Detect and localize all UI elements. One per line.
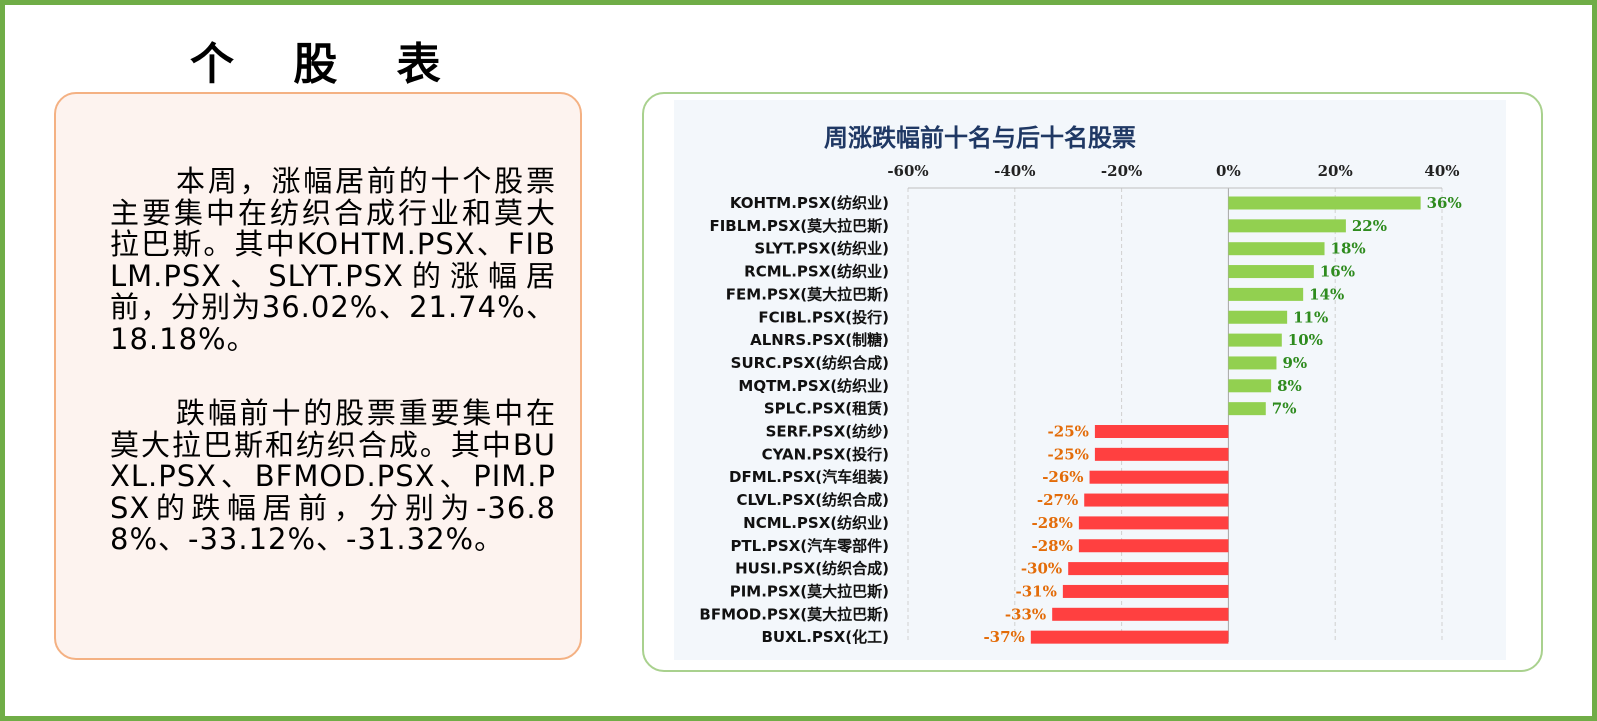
bar xyxy=(1078,516,1229,530)
summary-card: 本周，涨幅居前的十个股票主要集中在纺织合成行业和莫大拉巴斯。其中KOHTM.PS… xyxy=(54,92,582,660)
category-label: SPLC.PSX(租赁) xyxy=(764,400,889,418)
bar xyxy=(1094,447,1229,461)
data-label: -37% xyxy=(983,628,1024,646)
data-label: -26% xyxy=(1042,468,1083,486)
category-label: SURC.PSX(纺织合成) xyxy=(731,354,889,372)
x-tick-label: 0% xyxy=(1216,162,1241,180)
category-label: FCIBL.PSX(投行) xyxy=(758,308,889,326)
category-label: FEM.PSX(莫大拉巴斯) xyxy=(726,285,889,303)
category-label: PIM.PSX(莫大拉巴斯) xyxy=(730,582,889,600)
bar-chart: -60% -40% -20% 0% 20% 40% KOHTM.PSX(纺织业) 36% FIB… xyxy=(699,162,1462,646)
bar xyxy=(1228,310,1288,324)
bar xyxy=(1078,539,1229,553)
data-label: 22% xyxy=(1352,217,1387,235)
category-label: SLYT.PSX(纺织业) xyxy=(754,240,889,258)
bar xyxy=(1228,333,1282,347)
category-label: SERF.PSX(纺纱) xyxy=(766,423,889,441)
bar xyxy=(1228,402,1266,416)
summary-paragraph-gainers: 本周，涨幅居前的十个股票主要集中在纺织合成行业和莫大拉巴斯。其中KOHTM.PS… xyxy=(110,164,556,356)
data-label: -25% xyxy=(1048,423,1089,441)
data-label: 18% xyxy=(1331,240,1366,258)
category-label: CYAN.PSX(投行) xyxy=(762,445,889,463)
chart-card: 周涨跌幅前十名与后十名股票 -60% -40% -20% 0% 20% 40% KOHTM.… xyxy=(642,92,1543,672)
data-label: -27% xyxy=(1037,491,1078,509)
bar xyxy=(1228,242,1325,256)
bar xyxy=(1084,493,1229,507)
bar xyxy=(1228,287,1304,301)
summary-paragraph-losers: 跌幅前十的股票重要集中在莫大拉巴斯和纺织合成。其中BUXL.PSX、BFMOD.… xyxy=(110,396,556,556)
bar xyxy=(1228,196,1421,210)
bar xyxy=(1062,584,1229,598)
bar xyxy=(1030,630,1229,644)
data-label: 16% xyxy=(1320,263,1355,281)
category-label: NCML.PSX(纺织业) xyxy=(743,514,889,532)
data-label: -28% xyxy=(1032,514,1073,532)
chart-title: 周涨跌幅前十名与后十名股票 xyxy=(824,123,1136,152)
data-label: 36% xyxy=(1427,194,1462,212)
category-label: RCML.PSX(纺织业) xyxy=(744,263,889,281)
data-label: 9% xyxy=(1282,354,1307,372)
category-label: PTL.PSX(汽车零部件) xyxy=(730,537,889,555)
x-tick-label: -40% xyxy=(994,162,1035,180)
bar xyxy=(1094,425,1229,438)
data-label: -31% xyxy=(1016,582,1057,600)
bar xyxy=(1068,562,1229,576)
data-label: 10% xyxy=(1288,331,1323,349)
category-label: DFML.PSX(汽车组装) xyxy=(729,468,889,486)
bar xyxy=(1052,607,1229,621)
x-tick-label: -20% xyxy=(1101,162,1142,180)
category-label: ALNRS.PSX(制糖) xyxy=(750,331,889,349)
bar xyxy=(1228,356,1277,370)
data-label: 14% xyxy=(1309,285,1344,303)
category-label: MQTM.PSX(纺织业) xyxy=(738,377,889,395)
bar xyxy=(1228,265,1314,279)
data-label: 11% xyxy=(1293,308,1328,326)
bar xyxy=(1089,470,1229,484)
bar xyxy=(1228,219,1346,233)
category-label: KOHTM.PSX(纺织业) xyxy=(730,194,889,212)
category-label: BUXL.PSX(化工) xyxy=(761,628,889,646)
data-label: -25% xyxy=(1048,445,1089,463)
category-label: BFMOD.PSX(莫大拉巴斯) xyxy=(699,605,889,623)
bar xyxy=(1228,379,1272,393)
category-label: FIBLM.PSX(莫大拉巴斯) xyxy=(709,217,889,235)
data-label: 8% xyxy=(1277,377,1302,395)
data-label: -33% xyxy=(1005,605,1046,623)
data-label: -30% xyxy=(1021,560,1062,578)
data-label: -28% xyxy=(1032,537,1073,555)
x-tick-label: -60% xyxy=(887,162,928,180)
category-label: CLVL.PSX(纺织合成) xyxy=(737,491,889,509)
data-label: 7% xyxy=(1272,400,1297,418)
x-tick-label: 40% xyxy=(1424,162,1459,180)
category-label: HUSI.PSX(纺织合成) xyxy=(735,560,889,578)
x-tick-label: 20% xyxy=(1318,162,1353,180)
